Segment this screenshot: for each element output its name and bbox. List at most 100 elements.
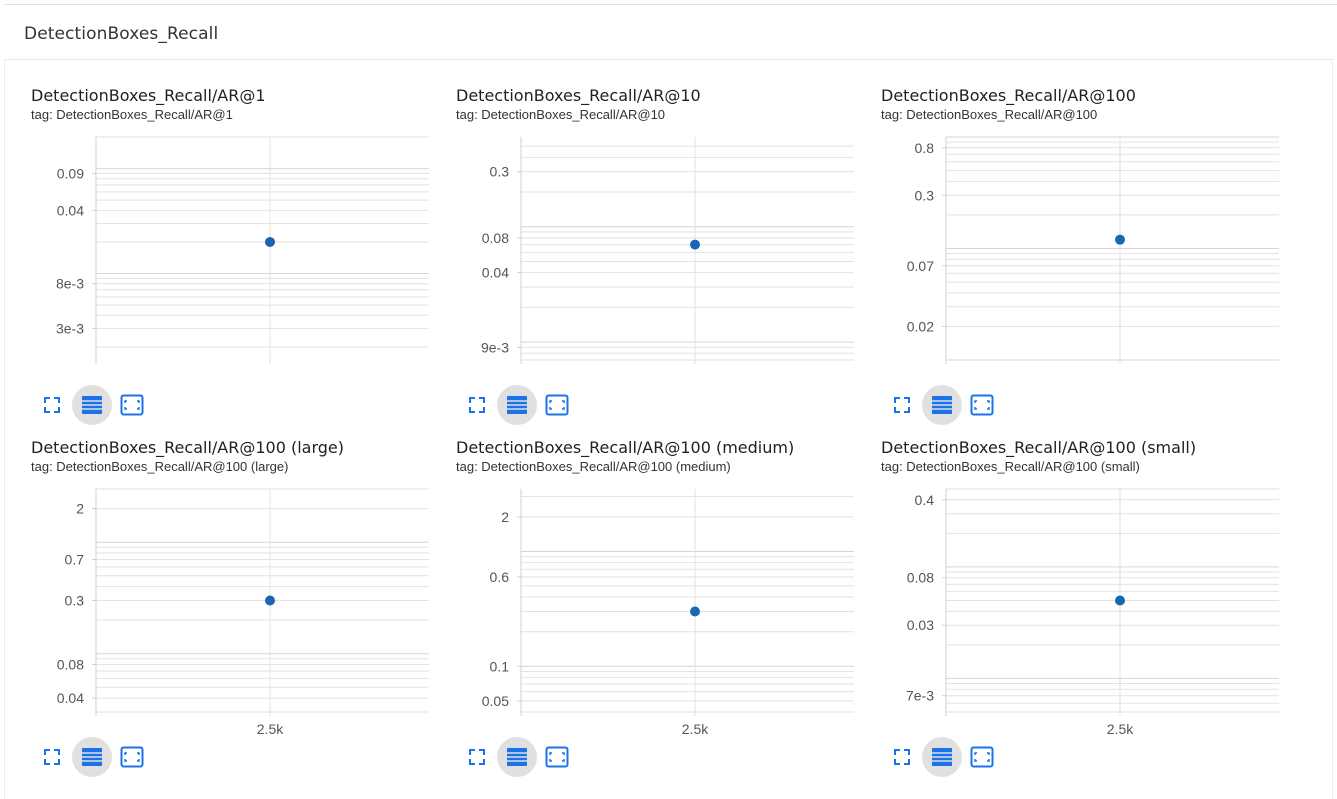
chart-card: DetectionBoxes_Recall/AR@100 (medium) tag… xyxy=(429,412,854,777)
fullscreen-icon xyxy=(467,395,487,415)
chart-card: DetectionBoxes_Recall/AR@100 (large) tag:… xyxy=(4,412,429,777)
y-tick-label: 0.04 xyxy=(57,690,84,706)
fullscreen-icon xyxy=(42,747,62,767)
fullscreen-icon xyxy=(467,747,487,767)
y-tick-label: 0.4 xyxy=(915,492,935,508)
x-tick-label: 2.5k xyxy=(682,721,709,737)
chart-plot[interactable]: 2 0.6 0.1 0.05 2.5k xyxy=(429,412,854,764)
grid-lines xyxy=(946,136,1279,361)
y-tick-label: 9e-3 xyxy=(481,339,509,355)
fit-domain-button[interactable] xyxy=(112,385,152,425)
y-tick-label: 0.8 xyxy=(915,140,935,156)
y-tick-label: 3e-3 xyxy=(56,320,84,336)
y-tick-label: 2 xyxy=(76,501,84,517)
chart-plot[interactable]: 2 0.7 0.3 0.08 0.04 2.5k xyxy=(4,412,429,764)
fit-domain-icon xyxy=(120,394,144,416)
y-tick-label: 2 xyxy=(501,509,509,525)
fullscreen-button[interactable] xyxy=(457,737,497,777)
chart-tag: tag: DetectionBoxes_Recall/AR@100 (small… xyxy=(881,459,1140,474)
data-point[interactable] xyxy=(1115,595,1125,606)
fit-domain-button[interactable] xyxy=(537,385,577,425)
fullscreen-button[interactable] xyxy=(32,385,72,425)
log-scale-lines-icon xyxy=(81,394,103,416)
y-tick-label: 0.1 xyxy=(490,658,510,674)
y-tick-label: 0.09 xyxy=(57,165,84,181)
fullscreen-icon xyxy=(892,395,912,415)
chart-tag: tag: DetectionBoxes_Recall/AR@1 xyxy=(31,107,233,122)
y-tick-label: 0.3 xyxy=(65,593,85,609)
y-tick-label: 0.08 xyxy=(907,570,934,586)
y-tick-label: 0.04 xyxy=(482,265,509,281)
y-tick-label: 0.03 xyxy=(907,617,934,633)
data-point[interactable] xyxy=(690,239,700,250)
data-point[interactable] xyxy=(690,606,700,617)
y-tick-label: 0.3 xyxy=(490,164,510,180)
fit-domain-icon xyxy=(970,394,994,416)
chart-toolbar xyxy=(40,737,160,779)
chart-card: DetectionBoxes_Recall/AR@10 tag: Detectio… xyxy=(429,60,854,425)
y-tick-label: 0.02 xyxy=(907,318,934,334)
grid-lines xyxy=(96,136,429,348)
fit-domain-button[interactable] xyxy=(962,385,1002,425)
chart-tag: tag: DetectionBoxes_Recall/AR@10 xyxy=(456,107,666,122)
log-scale-lines-icon xyxy=(506,746,528,768)
fit-domain-button[interactable] xyxy=(537,737,577,777)
log-scale-toggle-button[interactable] xyxy=(922,737,962,777)
section-body xyxy=(4,60,1333,799)
fullscreen-button[interactable] xyxy=(457,385,497,425)
x-tick-label: 2.5k xyxy=(1107,721,1134,737)
x-tick-label: 2.5k xyxy=(257,721,284,737)
grid-lines xyxy=(521,145,854,361)
y-tick-label: 0.7 xyxy=(65,551,85,567)
y-tick-label: 8e-3 xyxy=(56,276,84,292)
fit-domain-icon xyxy=(120,746,144,768)
chart-toolbar xyxy=(465,385,585,427)
log-scale-toggle-button[interactable] xyxy=(497,385,537,425)
y-tick-label: 0.04 xyxy=(57,202,84,218)
fullscreen-button[interactable] xyxy=(882,737,922,777)
log-scale-toggle-button[interactable] xyxy=(922,385,962,425)
chart-tag: tag: DetectionBoxes_Recall/AR@100 (mediu… xyxy=(456,459,731,474)
chart-title: DetectionBoxes_Recall/AR@100 xyxy=(881,86,1136,105)
fullscreen-icon xyxy=(42,395,62,415)
chart-plot[interactable]: 0.8 0.3 0.07 0.02 xyxy=(854,60,1279,412)
fit-domain-icon xyxy=(545,394,569,416)
chart-plot[interactable]: 0.4 0.08 0.03 7e-3 2.5k xyxy=(854,412,1279,764)
y-tick-label: 0.6 xyxy=(490,569,510,585)
y-tick-label: 0.3 xyxy=(915,187,935,203)
y-tick-label: 0.08 xyxy=(57,657,84,673)
fit-domain-button[interactable] xyxy=(962,737,1002,777)
fit-domain-icon xyxy=(545,746,569,768)
data-point[interactable] xyxy=(1115,234,1125,245)
fit-domain-icon xyxy=(970,746,994,768)
top-border xyxy=(4,4,1337,5)
section-header[interactable]: DetectionBoxes_Recall xyxy=(4,5,1333,60)
fullscreen-button[interactable] xyxy=(882,385,922,425)
data-point[interactable] xyxy=(265,595,275,606)
chart-tag: tag: DetectionBoxes_Recall/AR@100 xyxy=(881,107,1098,122)
log-scale-toggle-button[interactable] xyxy=(72,385,112,425)
chart-plot[interactable]: 0.09 0.04 8e-3 3e-3 xyxy=(4,60,429,412)
log-scale-lines-icon xyxy=(506,394,528,416)
log-scale-toggle-button[interactable] xyxy=(497,737,537,777)
chart-title: DetectionBoxes_Recall/AR@1 xyxy=(31,86,266,105)
chart-toolbar xyxy=(465,737,585,779)
chart-tag: tag: DetectionBoxes_Recall/AR@100 (large… xyxy=(31,459,289,474)
grid-lines xyxy=(521,496,854,713)
log-scale-lines-icon xyxy=(931,394,953,416)
section-title: DetectionBoxes_Recall xyxy=(24,24,219,44)
grid-lines xyxy=(96,488,429,713)
fit-domain-button[interactable] xyxy=(112,737,152,777)
chart-title: DetectionBoxes_Recall/AR@100 (medium) xyxy=(456,438,795,457)
chart-plot[interactable]: 0.3 0.08 0.04 9e-3 xyxy=(429,60,854,412)
y-tick-label: 0.05 xyxy=(482,693,509,709)
log-scale-toggle-button[interactable] xyxy=(72,737,112,777)
grid-lines xyxy=(946,488,1279,713)
chart-title: DetectionBoxes_Recall/AR@10 xyxy=(456,86,701,105)
fullscreen-button[interactable] xyxy=(32,737,72,777)
y-tick-label: 7e-3 xyxy=(906,688,934,704)
y-tick-label: 0.08 xyxy=(482,230,509,246)
data-point[interactable] xyxy=(265,236,275,247)
log-scale-lines-icon xyxy=(81,746,103,768)
chart-card: DetectionBoxes_Recall/AR@100 tag: Detecti… xyxy=(854,60,1279,425)
